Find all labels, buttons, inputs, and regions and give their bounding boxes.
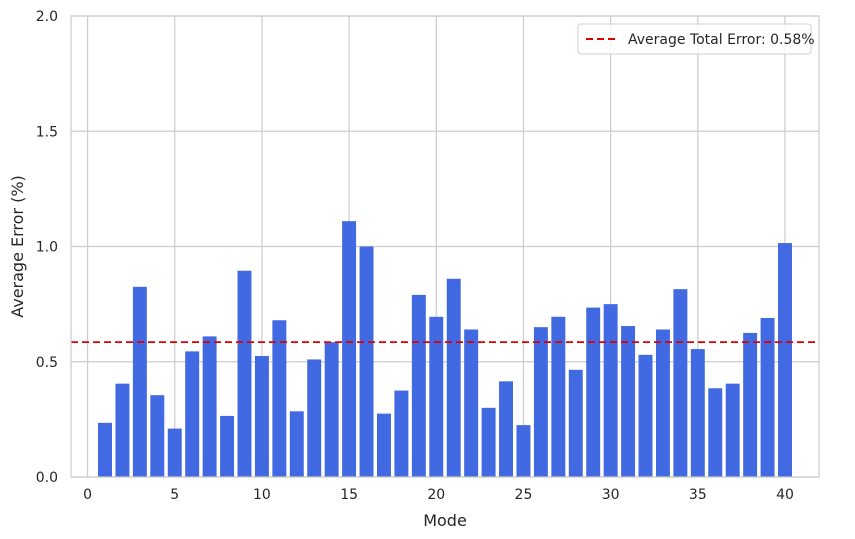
bar-mode-18 — [394, 390, 409, 477]
bars — [98, 221, 792, 477]
legend-box — [577, 23, 812, 55]
y-tick-labels: 0.0 0.5 1.0 1.5 2.0 — [36, 9, 58, 486]
bar-mode-29 — [586, 307, 601, 477]
bar-mode-23 — [481, 407, 496, 477]
bar-mode-12 — [289, 411, 304, 477]
bar-mode-22 — [464, 329, 479, 477]
bar-mode-13 — [307, 359, 322, 477]
bar-mode-15 — [342, 221, 357, 477]
y-tick-label: 0.0 — [36, 470, 58, 486]
bar-mode-40 — [778, 243, 792, 477]
bar-mode-16 — [359, 246, 374, 477]
bar-mode-26 — [533, 327, 548, 477]
x-axis-label: Mode — [423, 511, 467, 530]
bar-mode-7 — [202, 336, 217, 477]
y-tick-label: 1.0 — [36, 240, 58, 256]
y-tick-label: 0.5 — [36, 355, 58, 371]
x-tick-label: 10 — [253, 487, 271, 503]
bar-mode-20 — [429, 316, 444, 477]
bar-mode-34 — [673, 289, 688, 477]
bar-mode-4 — [150, 395, 165, 477]
x-tick-label: 30 — [602, 487, 620, 503]
bar-mode-2 — [115, 383, 130, 477]
plot-frame — [70, 15, 820, 478]
bar-mode-3 — [132, 286, 147, 477]
x-tick-label: 15 — [340, 487, 358, 503]
bar-mode-19 — [411, 294, 426, 477]
y-tick-label: 2.0 — [36, 9, 58, 25]
bar-mode-9 — [237, 270, 252, 477]
bar-mode-39 — [760, 317, 775, 477]
bar-mode-25 — [516, 425, 531, 477]
bar-mode-8 — [220, 415, 235, 477]
bar-mode-36 — [708, 388, 723, 477]
bar-mode-33 — [655, 329, 670, 477]
bar-mode-6 — [185, 351, 200, 477]
x-tick-label: 40 — [776, 487, 794, 503]
bar-mode-27 — [551, 316, 566, 477]
legend-label: Average Total Error: 0.58% — [628, 32, 815, 48]
x-tick-label: 0 — [83, 487, 92, 503]
bar-mode-38 — [743, 332, 758, 477]
bar-mode-17 — [377, 413, 391, 477]
bar-mode-10 — [254, 355, 269, 477]
bar-mode-11 — [272, 320, 287, 477]
y-axis-label: Average Error (%) — [8, 175, 27, 318]
bar-mode-14 — [324, 342, 339, 477]
bar-mode-24 — [499, 381, 513, 477]
bar-mode-31 — [621, 326, 636, 477]
legend: Average Total Error: 0.58% — [577, 23, 815, 55]
bar-mode-5 — [167, 428, 182, 477]
x-tick-label: 35 — [689, 487, 707, 503]
bar-mode-37 — [725, 383, 740, 477]
bar-mode-1 — [98, 422, 112, 477]
bar-mode-21 — [446, 278, 461, 477]
y-tick-label: 1.5 — [36, 124, 58, 140]
bar-mode-28 — [568, 369, 583, 477]
grid — [71, 15, 819, 478]
x-tick-label: 5 — [170, 487, 179, 503]
bar-mode-35 — [690, 349, 705, 477]
x-tick-label: 25 — [515, 487, 533, 503]
bar-mode-32 — [638, 354, 653, 477]
x-tick-label: 20 — [427, 487, 445, 503]
bar-mode-30 — [603, 304, 618, 477]
x-tick-labels: 0 5 10 15 20 25 30 35 40 — [83, 487, 794, 503]
